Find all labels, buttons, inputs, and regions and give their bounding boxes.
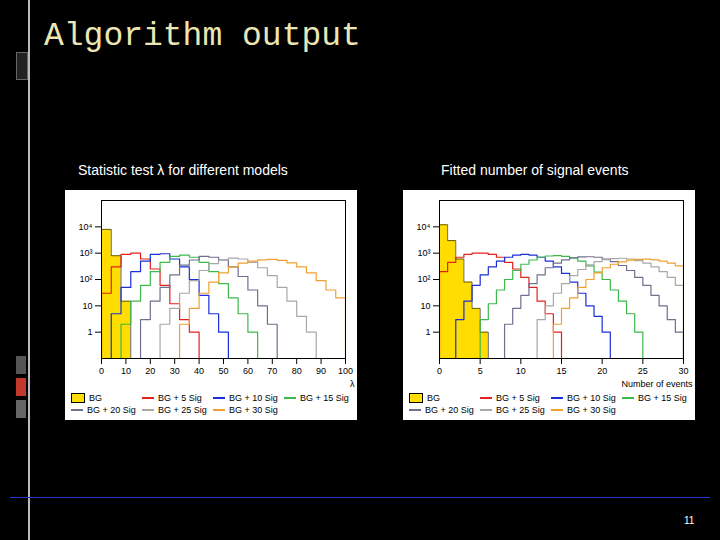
html-text:BG + 10 Sig: BG + 10 Sig	[567, 393, 616, 403]
svg-text:80: 80	[292, 366, 302, 376]
svg-text:15: 15	[556, 366, 566, 376]
svg-text:60: 60	[243, 366, 253, 376]
html-text:11: 11	[684, 515, 695, 526]
svg-text:0: 0	[99, 366, 104, 376]
html-text:BG + 5 Sig: BG + 5 Sig	[496, 393, 540, 403]
svg-text:30: 30	[678, 366, 688, 376]
html-text:BG + 30 Sig: BG + 30 Sig	[567, 405, 616, 415]
html-text:BG + 25 Sig: BG + 25 Sig	[496, 405, 545, 415]
svg-text:10: 10	[420, 301, 430, 311]
html-text:BG: BG	[427, 393, 440, 403]
html-text:BG + 5 Sig: BG + 5 Sig	[158, 393, 202, 403]
html-text:BG + 25 Sig: BG + 25 Sig	[158, 405, 207, 415]
svg-text:100: 100	[338, 366, 353, 376]
svg-text:90: 90	[316, 366, 326, 376]
html-text:Fitted number of signal events: Fitted number of signal events	[441, 162, 629, 178]
svg-text:20: 20	[145, 366, 155, 376]
svg-text:20: 20	[597, 366, 607, 376]
svg-text:5: 5	[478, 366, 483, 376]
svg-text:Number of events: Number of events	[621, 379, 693, 389]
svg-text:50: 50	[218, 366, 228, 376]
svg-text:10³: 10³	[79, 248, 92, 258]
html-text:Statistic test λ for different: Statistic test λ for different models	[78, 162, 288, 178]
html-text:BG + 20 Sig: BG + 20 Sig	[425, 405, 474, 415]
html-text:BG + 15 Sig: BG + 15 Sig	[638, 393, 687, 403]
svg-text:25: 25	[638, 366, 648, 376]
html-text:BG + 20 Sig: BG + 20 Sig	[87, 405, 136, 415]
svg-text:10⁴: 10⁴	[417, 222, 431, 232]
svg-text:10²: 10²	[79, 274, 92, 284]
svg-text:10⁴: 10⁴	[79, 222, 93, 232]
svg-text:0: 0	[437, 366, 442, 376]
svg-text:10: 10	[516, 366, 526, 376]
svg-text:λ: λ	[350, 379, 355, 389]
svg-text:70: 70	[267, 366, 277, 376]
html-text:BG + 30 Sig: BG + 30 Sig	[229, 405, 278, 415]
svg-text:10: 10	[121, 366, 131, 376]
svg-text:1: 1	[425, 327, 430, 337]
html-text:Algorithm output: Algorithm output	[44, 18, 361, 55]
html-text:BG + 10 Sig: BG + 10 Sig	[229, 393, 278, 403]
html-text:BG: BG	[89, 393, 102, 403]
svg-text:10²: 10²	[417, 274, 430, 284]
svg-text:40: 40	[194, 366, 204, 376]
svg-text:10: 10	[82, 301, 92, 311]
svg-text:1: 1	[87, 327, 92, 337]
html-text:BG + 15 Sig: BG + 15 Sig	[300, 393, 349, 403]
svg-text:10³: 10³	[417, 248, 430, 258]
svg-text:30: 30	[170, 366, 180, 376]
